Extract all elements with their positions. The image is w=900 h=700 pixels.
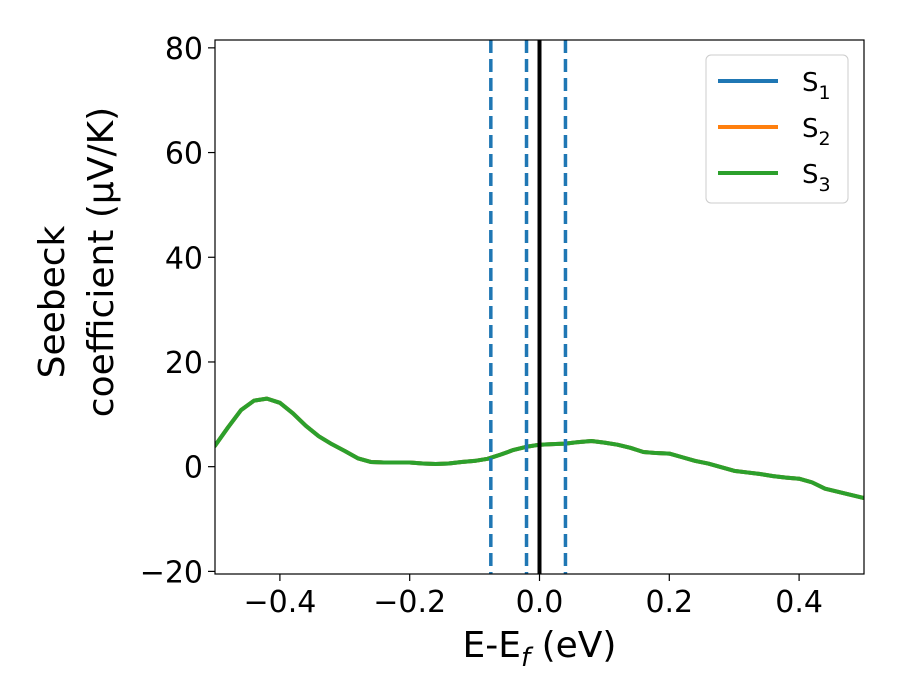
legend-label-sub: 2 <box>819 128 831 150</box>
x-tick-label: 0.0 <box>516 585 564 620</box>
y-tick-label: 0 <box>184 451 203 486</box>
y-axis-label-line2: coefficient (μV/K) <box>81 107 122 417</box>
x-axis-label: E-Ef (eV) <box>463 625 617 673</box>
x-axis-label-tail: (eV) <box>530 625 616 666</box>
legend-label-sub: 3 <box>819 174 831 196</box>
x-axis-label-main: E-E <box>463 625 521 666</box>
legend-label-base: S <box>802 160 819 190</box>
legend-label-2: S2 <box>802 114 831 150</box>
x-tick-label: 0.2 <box>645 585 693 620</box>
axis-labels: E-Ef (eV) Seebeck coefficient (μV/K) <box>32 107 616 673</box>
legend-label-3: S3 <box>802 160 831 196</box>
y-tick-label: 40 <box>165 241 203 276</box>
y-tick-label: −20 <box>140 555 203 590</box>
x-tick-label: −0.4 <box>243 585 316 620</box>
plot-inner <box>215 40 864 574</box>
legend-label-sub: 1 <box>819 82 831 104</box>
y-tick-label: 80 <box>165 32 203 67</box>
legend-label-base: S <box>802 114 819 144</box>
y-axis-label-line1: Seebeck <box>32 225 73 378</box>
axes: −0.4 −0.2 0.0 0.2 0.4 −20 0 20 40 60 80 <box>140 32 865 620</box>
y-tick-label: 60 <box>165 137 203 172</box>
x-tick-label: 0.4 <box>775 585 823 620</box>
y-tick-label: 20 <box>165 346 203 381</box>
x-tick-label: −0.2 <box>373 585 446 620</box>
plot-area <box>215 40 864 574</box>
legend-label-base: S <box>802 68 819 98</box>
legend-label-1: S1 <box>802 68 831 104</box>
